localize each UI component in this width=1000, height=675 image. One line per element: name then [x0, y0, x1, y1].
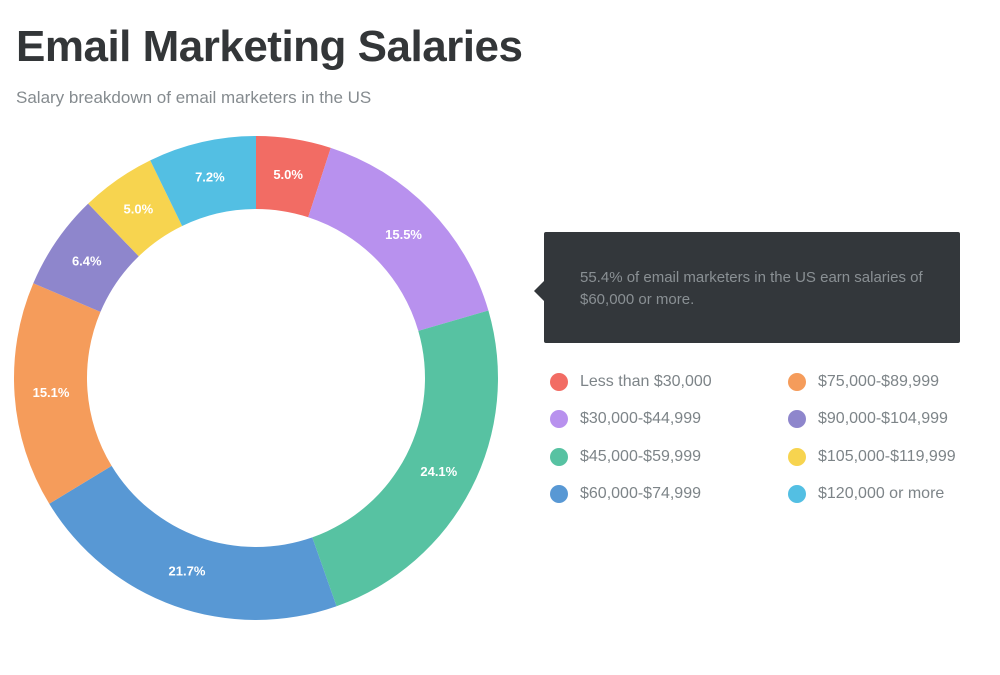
legend-item: $30,000-$44,999 — [550, 410, 701, 428]
slice-data-label: 15.5% — [385, 227, 422, 242]
chart-subtitle: Salary breakdown of email marketers in t… — [16, 88, 372, 107]
donut-slice[interactable] — [33, 203, 139, 312]
legend-label: $60,000-$74,999 — [580, 485, 701, 502]
legend-label: Less than $30,000 — [580, 373, 712, 390]
legend-label: $45,000-$59,999 — [580, 448, 701, 465]
donut-slice[interactable] — [308, 147, 489, 331]
legend-swatch — [788, 448, 806, 466]
legend-item: $90,000-$104,999 — [788, 410, 948, 428]
legend-swatch — [788, 485, 806, 503]
donut-chart: 5.0% 15.5% 24.1% 21.7% 15.1% 6.4% 5.0% 7.2% — [13, 136, 499, 620]
legend-item: $75,000-$89,999 — [788, 373, 939, 391]
legend-item: $60,000-$74,999 — [550, 485, 701, 503]
legend-item: $105,000-$119,999 — [788, 448, 956, 466]
legend-label: $30,000-$44,999 — [580, 410, 701, 427]
legend-swatch — [550, 448, 568, 466]
legend-swatch — [550, 485, 568, 503]
annotation-callout: 55.4% of email marketers in the US earn … — [534, 232, 960, 343]
donut-slice[interactable] — [13, 283, 112, 504]
slice-data-label: 7.2% — [195, 170, 225, 185]
legend-swatch — [550, 410, 568, 428]
slice-data-label: 15.1% — [33, 385, 70, 400]
legend-item: $120,000 or more — [788, 485, 944, 503]
legend-item: Less than $30,000 — [550, 373, 712, 391]
legend-item: $45,000-$59,999 — [550, 448, 701, 466]
slice-data-label: 5.0% — [273, 167, 303, 182]
donut-slice[interactable] — [150, 136, 256, 227]
slice-data-label: 24.1% — [420, 464, 457, 479]
legend-label: $75,000-$89,999 — [818, 373, 939, 390]
slice-data-label: 5.0% — [124, 201, 154, 216]
donut-slice[interactable] — [49, 465, 337, 620]
legend-swatch — [788, 410, 806, 428]
slice-data-label: 6.4% — [72, 253, 102, 268]
slice-data-label: 21.7% — [169, 564, 206, 579]
donut-slice[interactable] — [312, 310, 499, 607]
chart-title: Email Marketing Salaries — [16, 22, 523, 71]
legend-label: $90,000-$104,999 — [818, 410, 948, 427]
legend-swatch — [788, 373, 806, 391]
donut-slice[interactable] — [256, 136, 331, 218]
legend-label: $120,000 or more — [818, 485, 945, 502]
legend-label: $105,000-$119,999 — [818, 448, 956, 465]
legend-swatch — [550, 373, 568, 391]
donut-slice[interactable] — [88, 160, 183, 257]
